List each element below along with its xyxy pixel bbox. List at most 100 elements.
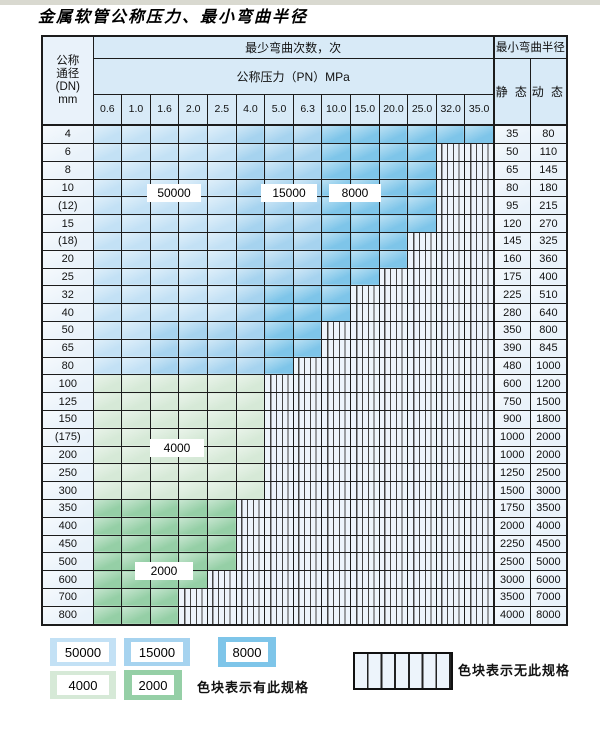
table-row: (18) 145 325 (41, 231, 568, 251)
no-spec-cell (235, 570, 266, 589)
spec-cell-8000 (321, 303, 352, 322)
table-row: 350 1750 3500 (41, 498, 568, 518)
no-spec-cell (407, 516, 437, 536)
spec-cell-2000 (149, 498, 180, 518)
spec-cell-50000 (149, 267, 180, 287)
pressure-value-header: 1.6 (149, 93, 180, 126)
spec-cell-50000 (92, 267, 123, 287)
no-spec-cell (292, 374, 323, 394)
table-row: 500 2500 5000 (41, 552, 568, 572)
no-spec-cell (407, 534, 437, 554)
no-spec-cell (264, 605, 294, 626)
spec-cell-2000 (178, 534, 208, 554)
legend-swatch-2000: 2000 (124, 670, 182, 700)
spec-cell-2000 (121, 516, 151, 536)
no-spec-cell (350, 338, 380, 358)
dn-cell: 125 (41, 392, 94, 411)
spec-cell-4000 (121, 463, 151, 483)
no-spec-cell (292, 463, 323, 483)
dn-cell: 150 (41, 409, 94, 429)
spec-cell-8000 (378, 160, 409, 180)
table-row: 250 1250 2500 (41, 463, 568, 483)
zone-label-2000: 2000 (135, 562, 193, 580)
spec-cell-15000 (235, 320, 266, 340)
spec-table: 公称 通径 (DN) mm 最少弯曲次数，次 最小弯曲半径 公称压力（PN）MP… (41, 35, 568, 626)
no-spec-cell (435, 463, 466, 483)
spec-cell-2000 (121, 498, 151, 518)
no-spec-cell (292, 570, 323, 589)
no-spec-cell (378, 356, 409, 376)
no-spec-cell (464, 392, 495, 411)
page-title: 金属软管公称压力、最小弯曲半径 (38, 7, 309, 26)
spec-cell-15000 (235, 124, 266, 144)
static-radius-cell: 1000 (492, 427, 531, 447)
spec-cell-50000 (178, 142, 208, 162)
legend-swatch-8000: 8000 (218, 637, 276, 667)
pressure-value-header: 1.0 (121, 93, 151, 126)
spec-cell-50000 (178, 303, 208, 322)
spec-cell-8000 (321, 231, 352, 251)
no-spec-cell (292, 552, 323, 572)
no-spec-cell (206, 570, 237, 589)
spec-cell-15000 (178, 320, 208, 340)
dynamic-radius-cell: 4000 (529, 516, 568, 536)
spec-cell-50000 (121, 160, 151, 180)
legend-has-spec-note: 色块表示有此规格 (197, 680, 310, 695)
spec-cell-8000 (321, 124, 352, 144)
no-spec-cell (292, 445, 323, 465)
legend-swatch-label: 8000 (226, 642, 268, 662)
spec-cell-50000 (92, 214, 123, 233)
dn-cell: 65 (41, 338, 94, 358)
spec-cell-4000 (121, 392, 151, 411)
table-row: 800 4000 8000 (41, 605, 568, 626)
static-radius-cell: 750 (492, 392, 531, 411)
spec-cell-50000 (121, 320, 151, 340)
no-spec-cell (235, 587, 266, 607)
spec-cell-4000 (235, 427, 266, 447)
no-spec-cell (264, 392, 294, 411)
dn-cell: (12) (41, 196, 94, 216)
no-spec-cell (407, 231, 437, 251)
no-spec-cell (435, 570, 466, 589)
pressure-value-header: 2.5 (206, 93, 237, 126)
dynamic-radius-cell: 110 (529, 142, 568, 162)
legend-swatch-50000: 50000 (50, 638, 116, 666)
dynamic-radius-cell: 360 (529, 249, 568, 269)
no-spec-cell (378, 481, 409, 500)
spec-cell-8000 (292, 285, 323, 305)
dynamic-radius-cell: 400 (529, 267, 568, 287)
spec-cell-4000 (92, 463, 123, 483)
pressure-value-header: 4.0 (235, 93, 266, 126)
table-row: 400 2000 4000 (41, 516, 568, 536)
no-spec-cell (464, 303, 495, 322)
spec-cell-50000 (121, 178, 151, 198)
no-spec-cell (378, 392, 409, 411)
spec-cell-15000 (264, 231, 294, 251)
spec-cell-8000 (407, 214, 437, 233)
spec-cell-4000 (92, 445, 123, 465)
spec-cell-15000 (264, 124, 294, 144)
legend-swatch-4000: 4000 (50, 671, 116, 699)
static-radius-cell: 160 (492, 249, 531, 269)
spec-cell-8000 (378, 249, 409, 269)
no-spec-cell (350, 427, 380, 447)
no-spec-cell (264, 427, 294, 447)
no-spec-cell (378, 320, 409, 340)
no-spec-cell (378, 409, 409, 429)
no-spec-cell (464, 570, 495, 589)
spec-cell-15000 (235, 267, 266, 287)
no-spec-cell (378, 427, 409, 447)
static-radius-cell: 1250 (492, 463, 531, 483)
no-spec-cell (464, 160, 495, 180)
spec-cell-4000 (206, 427, 237, 447)
spec-cell-4000 (235, 392, 266, 411)
spec-cell-8000 (321, 160, 352, 180)
spec-cell-8000 (264, 303, 294, 322)
pressure-value-header: 10.0 (321, 93, 352, 126)
no-spec-cell (435, 214, 466, 233)
legend-swatch-label: 15000 (131, 642, 183, 662)
pressure-value-header: 35.0 (464, 93, 495, 126)
static-radius-cell: 1000 (492, 445, 531, 465)
dynamic-radius-cell: 800 (529, 320, 568, 340)
no-spec-cell (464, 267, 495, 287)
